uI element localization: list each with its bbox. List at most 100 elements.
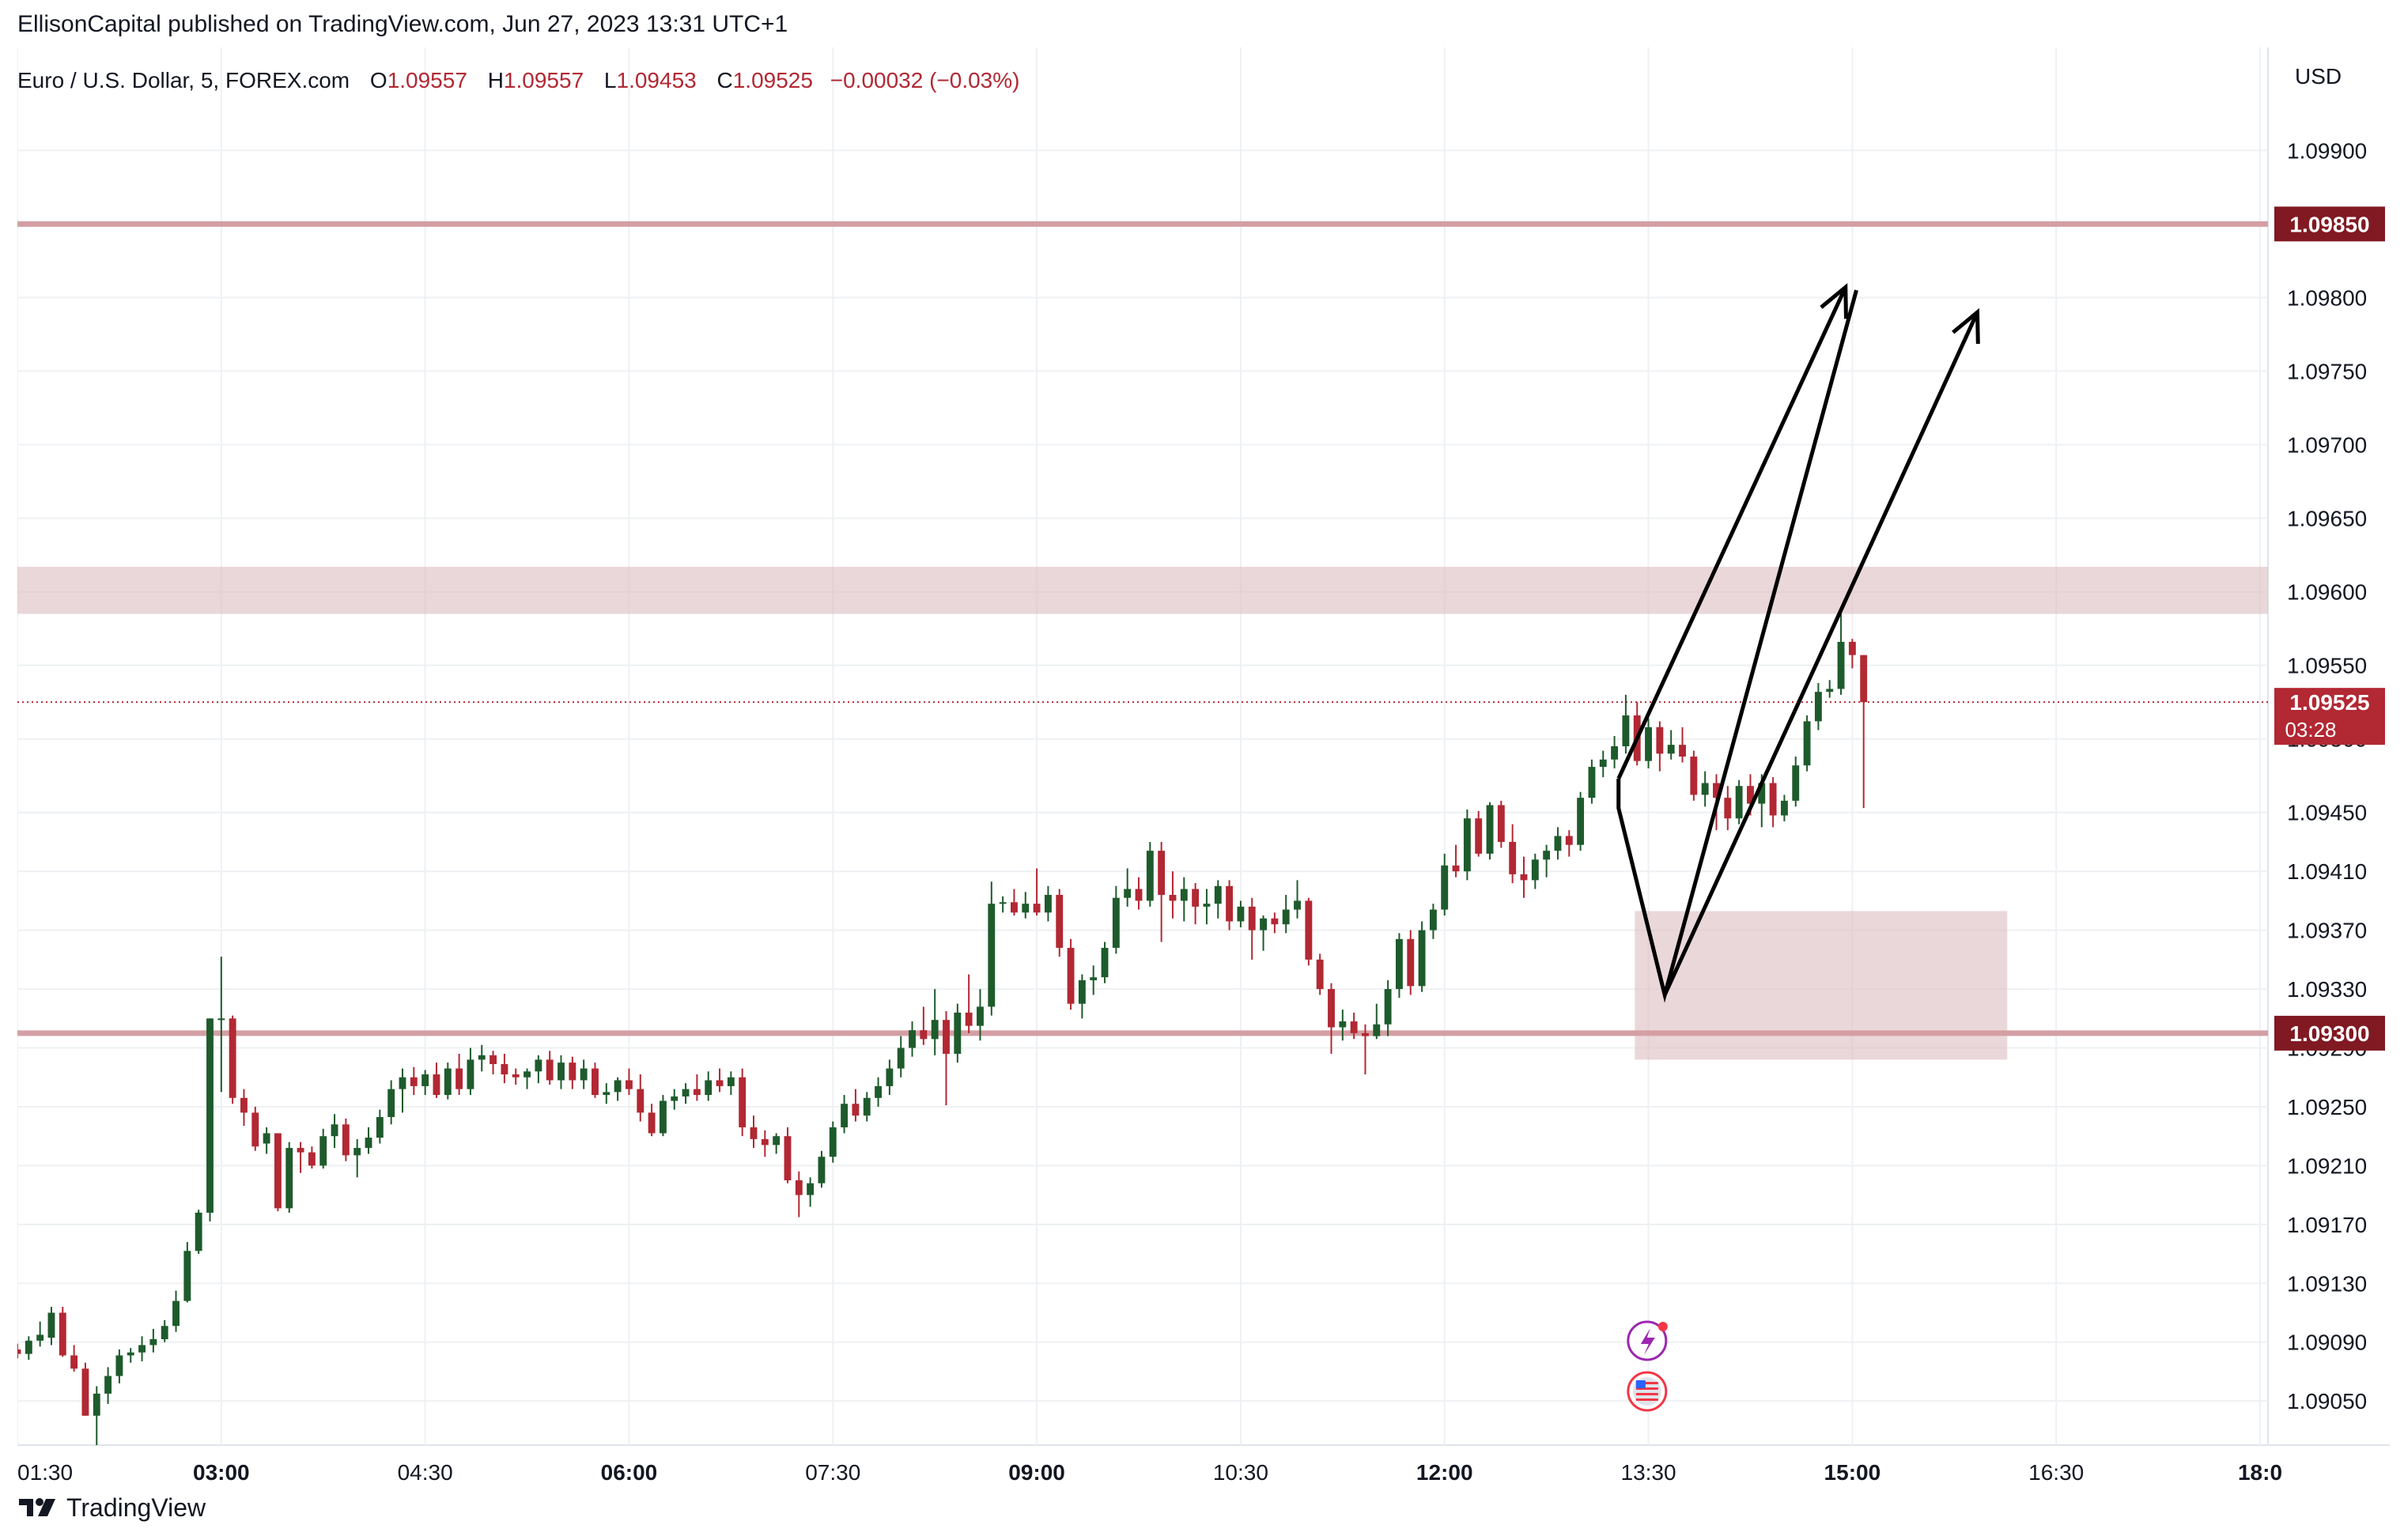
candle-body[interactable] bbox=[1316, 959, 1324, 990]
candle-body[interactable] bbox=[285, 1148, 293, 1209]
price-chart[interactable]: 1.09050 1.09090 1.09130 1.09170 1.09210 1.092… bbox=[17, 47, 2390, 1494]
candle-body[interactable] bbox=[1543, 851, 1551, 860]
candle-body[interactable] bbox=[558, 1063, 565, 1081]
candle-body[interactable] bbox=[229, 1018, 236, 1098]
candle-body[interactable] bbox=[1565, 836, 1573, 845]
candle-body[interactable] bbox=[943, 1020, 950, 1054]
candle-body[interactable] bbox=[1339, 1021, 1347, 1028]
candle-body[interactable] bbox=[331, 1124, 338, 1137]
candle-body[interactable] bbox=[1214, 885, 1222, 904]
candle-body[interactable] bbox=[637, 1089, 644, 1113]
candle-body[interactable] bbox=[1679, 745, 1686, 757]
symbol-name[interactable]: Euro / U.S. Dollar, 5, FOREX.com bbox=[17, 68, 350, 92]
candle-body[interactable] bbox=[920, 1030, 928, 1040]
candle-body[interactable] bbox=[1769, 783, 1777, 816]
candle-body[interactable] bbox=[1667, 745, 1675, 754]
zone-box-1[interactable] bbox=[1635, 911, 2008, 1060]
candle-body[interactable] bbox=[954, 1012, 962, 1054]
candle-body[interactable] bbox=[1395, 938, 1403, 990]
projection-arrow-line[interactable] bbox=[1662, 311, 1979, 996]
candle-body[interactable] bbox=[365, 1138, 372, 1149]
candle-body[interactable] bbox=[274, 1133, 282, 1209]
projection-arrow-line[interactable] bbox=[1616, 286, 1848, 779]
candle-body[interactable] bbox=[115, 1355, 123, 1376]
candle-body[interactable] bbox=[1780, 800, 1788, 816]
candle-body[interactable] bbox=[1656, 727, 1664, 754]
candle-body[interactable] bbox=[727, 1077, 735, 1086]
candle-body[interactable] bbox=[1101, 947, 1109, 978]
candle-body[interactable] bbox=[1350, 1021, 1358, 1033]
candle-body[interactable] bbox=[807, 1183, 815, 1195]
candle-body[interactable] bbox=[965, 1012, 973, 1026]
candle-body[interactable] bbox=[897, 1047, 905, 1069]
candle-body[interactable] bbox=[1713, 783, 1720, 798]
candle-body[interactable] bbox=[1588, 767, 1596, 798]
candle-body[interactable] bbox=[1860, 655, 1868, 703]
candle-body[interactable] bbox=[863, 1097, 871, 1116]
candle-body[interactable] bbox=[512, 1074, 520, 1078]
candle-body[interactable] bbox=[161, 1326, 168, 1340]
candle-body[interactable] bbox=[1599, 759, 1607, 768]
candle-body[interactable] bbox=[1418, 930, 1426, 987]
candle-body[interactable] bbox=[149, 1339, 157, 1346]
candle-body[interactable] bbox=[1554, 836, 1562, 851]
candle-body[interactable] bbox=[1611, 746, 1619, 760]
candle-body[interactable] bbox=[410, 1077, 418, 1086]
candle-body[interactable] bbox=[1362, 1032, 1369, 1036]
candle-body[interactable] bbox=[977, 1006, 984, 1026]
candle-body[interactable] bbox=[1814, 692, 1822, 722]
candle-body[interactable] bbox=[489, 1055, 497, 1064]
candle-body[interactable] bbox=[1803, 721, 1811, 766]
candle-body[interactable] bbox=[546, 1059, 554, 1081]
candle-body[interactable] bbox=[1475, 818, 1483, 854]
candle-body[interactable] bbox=[1690, 757, 1698, 795]
candle-body[interactable] bbox=[1407, 938, 1415, 987]
candle-body[interactable] bbox=[93, 1393, 100, 1416]
symbol-legend[interactable]: Euro / U.S. Dollar, 5, FOREX.com O1.0955… bbox=[17, 68, 1019, 93]
candle-body[interactable] bbox=[47, 1312, 55, 1338]
candle-body[interactable] bbox=[1180, 889, 1188, 901]
candle-body[interactable] bbox=[478, 1055, 486, 1060]
candle-body[interactable] bbox=[818, 1157, 826, 1183]
candle-body[interactable] bbox=[342, 1124, 350, 1156]
candle-body[interactable] bbox=[1044, 894, 1052, 913]
candle-body[interactable] bbox=[1294, 900, 1301, 910]
candle-body[interactable] bbox=[308, 1152, 316, 1166]
candle-body[interactable] bbox=[1577, 798, 1585, 845]
candle-body[interactable] bbox=[70, 1355, 78, 1369]
candle-body[interactable] bbox=[1429, 909, 1437, 930]
candle-body[interactable] bbox=[1384, 989, 1392, 1025]
candle-body[interactable] bbox=[999, 902, 1007, 904]
candle-body[interactable] bbox=[1271, 918, 1279, 925]
candle-body[interactable] bbox=[1452, 865, 1460, 872]
zone-box-0[interactable] bbox=[17, 566, 2268, 614]
candle-body[interactable] bbox=[25, 1340, 32, 1354]
candle-body[interactable] bbox=[909, 1030, 916, 1048]
candle-body[interactable] bbox=[387, 1089, 395, 1117]
candle-body[interactable] bbox=[240, 1097, 248, 1113]
candle-body[interactable] bbox=[1531, 859, 1539, 881]
candle-body[interactable] bbox=[399, 1077, 406, 1089]
candle-body[interactable] bbox=[1441, 865, 1449, 910]
candle-body[interactable] bbox=[1497, 805, 1505, 842]
candle-body[interactable] bbox=[1248, 906, 1256, 930]
candle-body[interactable] bbox=[319, 1136, 327, 1166]
candle-body[interactable] bbox=[614, 1080, 622, 1093]
candle-body[interactable] bbox=[671, 1096, 678, 1101]
candle-body[interactable] bbox=[1135, 889, 1143, 901]
candle-body[interactable] bbox=[535, 1059, 542, 1072]
candle-body[interactable] bbox=[1373, 1024, 1381, 1036]
candle-body[interactable] bbox=[1735, 786, 1743, 819]
candle-body[interactable] bbox=[1758, 783, 1766, 804]
candle-body[interactable] bbox=[138, 1345, 146, 1353]
candle-body[interactable] bbox=[263, 1133, 270, 1144]
candle-body[interactable] bbox=[1112, 897, 1120, 948]
candle-body[interactable] bbox=[1146, 851, 1154, 901]
candle-body[interactable] bbox=[761, 1138, 769, 1146]
candle-body[interactable] bbox=[172, 1300, 180, 1327]
candle-body[interactable] bbox=[251, 1112, 259, 1147]
candle-body[interactable] bbox=[1078, 979, 1086, 1004]
candle-body[interactable] bbox=[1701, 783, 1709, 795]
candle-body[interactable] bbox=[421, 1074, 429, 1086]
candle-body[interactable] bbox=[1837, 641, 1845, 689]
